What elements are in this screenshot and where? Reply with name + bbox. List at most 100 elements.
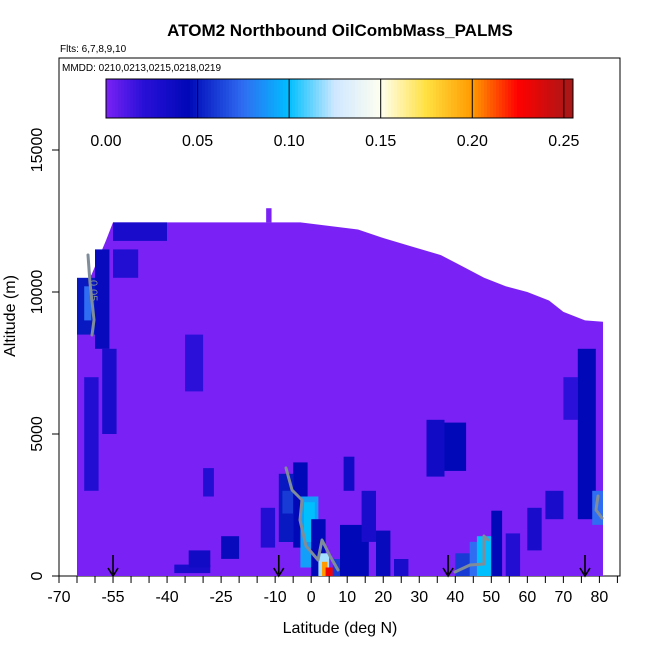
heatmap-background [77,222,603,576]
colorbar-segment [271,79,275,118]
colorbar-segment [220,79,224,118]
colorbar-segment [139,79,143,118]
colorbar-segment [286,79,290,118]
colorbar-segment [394,79,398,118]
axes: -70 -55 -40 -25 -10 0 10 20 30 40 50 60 70 80 0 5000 100… [29,128,618,606]
colorbar-segment [334,79,338,118]
colorbar-segment [343,79,347,118]
colorbar-segment [436,79,440,118]
colorbar-segment [193,79,197,118]
colorbar-segment [406,79,410,118]
colorbar-segment [325,79,329,118]
colorbar-segment [208,79,212,118]
colorbar-segment [283,79,287,118]
colorbar-segment [358,79,362,118]
heatmap-cell [113,249,139,278]
heatmap-cell [325,567,333,576]
colorbar-segment [553,79,557,118]
colorbar-segment [310,79,314,118]
colorbar-segment [115,79,119,118]
colorbar-segment [238,79,242,118]
colorbar-segment [274,79,278,118]
colorbar-segment [478,79,482,118]
colorbar-segment [409,79,413,118]
colorbar-segment [181,79,185,118]
colorbar-segment [259,79,263,118]
colorbar-segment [391,79,395,118]
colorbar-segment [235,79,239,118]
heatmap-cell [84,286,92,321]
colorbar-segment [169,79,173,118]
heatmap-cell [563,377,578,420]
x-tick-label: -25 [210,589,233,606]
colorbar-segment [217,79,221,118]
x-tick-label: -70 [47,589,70,606]
colorbar-segment [250,79,254,118]
colorbar-segment [202,79,206,118]
colorbar-segment [301,79,305,118]
colorbar-segment [124,79,128,118]
contour-line-south [86,253,96,337]
colorbar-segment [121,79,125,118]
heatmap-cell [113,222,167,241]
colorbar-segment [361,79,365,118]
colorbar-segment [109,79,113,118]
colorbar-segment [328,79,332,118]
heatmap-cell [84,377,99,491]
colorbar-segment [454,79,458,118]
heatmap-cell [376,530,391,576]
colorbar-segment [268,79,272,118]
colorbar-segment [211,79,215,118]
colorbar-segment [166,79,170,118]
colorbar-segment [199,79,203,118]
colorbar-segment [163,79,167,118]
colorbar-segment [475,79,479,118]
colorbar-segment [223,79,227,118]
colorbar-segment [499,79,503,118]
colorbar-segment [541,79,545,118]
heatmap-cell [221,536,240,559]
colorbar-segment [205,79,209,118]
colorbar-segment [487,79,491,118]
x-tick-label: -55 [101,589,124,606]
colorbar-segment [556,79,560,118]
colorbar-segment [145,79,149,118]
colorbar-segment [472,79,476,118]
colorbar-segment [526,79,530,118]
colorbar-segment [451,79,455,118]
colorbar-segment [232,79,236,118]
colorbar-segment [373,79,377,118]
heatmap-cells [77,208,603,576]
colorbar-segment [148,79,152,118]
x-tick-label: 20 [374,589,392,606]
heatmap-cell [95,249,110,349]
colorbar-segment [448,79,452,118]
colorbar-segment [226,79,230,118]
y-tick-label: 0 [29,571,46,580]
colorbar-tick-label: 0.10 [274,133,305,150]
colorbar-tick-label: 0.15 [365,133,396,150]
colorbar-segment [439,79,443,118]
colorbar-segment [400,79,404,118]
heatmap-cell [545,490,564,520]
colorbar-segment [484,79,488,118]
colorbar-segment [295,79,299,118]
y-tick-label: 10000 [29,270,46,315]
colorbar: 0.00 0.05 0.10 0.15 0.20 0.25 [90,78,580,150]
heatmap-cell [102,348,117,434]
dates-note: MMDD: 0210,0213,0215,0218,0219 [62,63,221,74]
heatmap-cell [394,559,409,576]
colorbar-segment [469,79,473,118]
colorbar-segment [559,79,563,118]
colorbar-segment [151,79,155,118]
colorbar-segment [172,79,176,118]
colorbar-segment [154,79,158,118]
y-axis-label: Altitude (m) [2,275,19,357]
colorbar-segment [127,79,131,118]
profile-arrow-head [107,567,119,578]
colorbar-segment [292,79,296,118]
flights-note: Flts: 6,7,8,9,10 [60,44,127,55]
colorbar-segment [457,79,461,118]
contour-lines: 0.05 [86,253,604,574]
